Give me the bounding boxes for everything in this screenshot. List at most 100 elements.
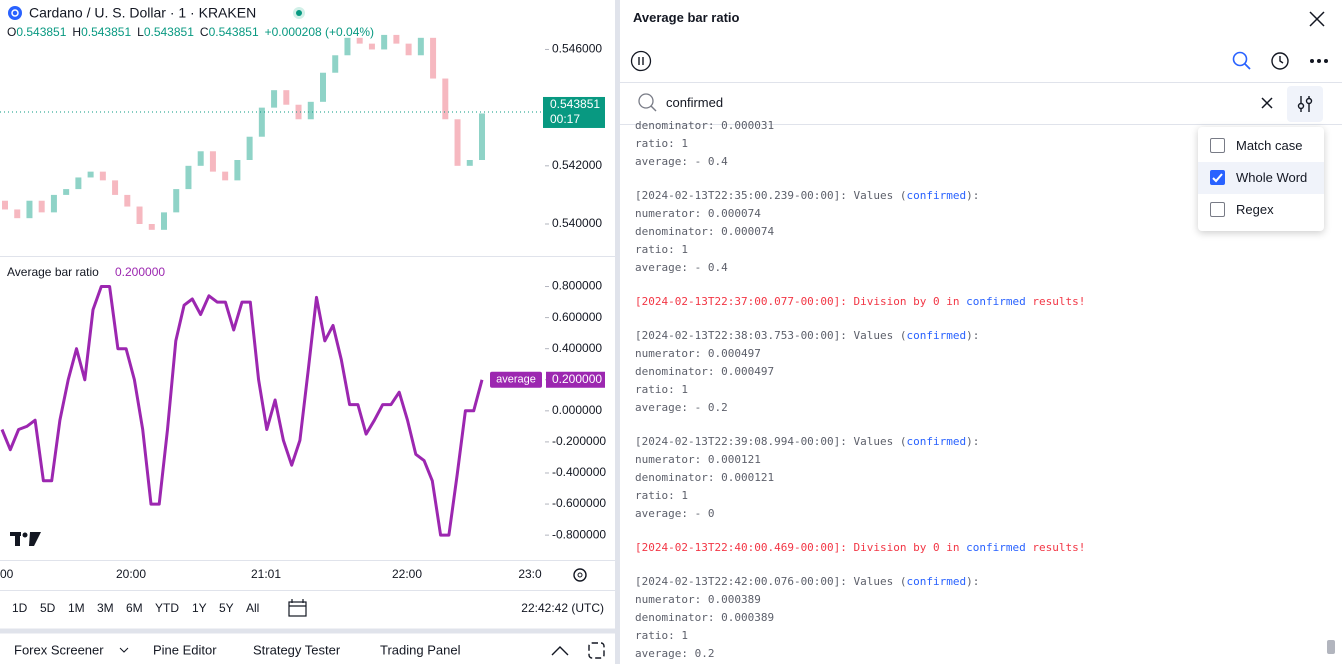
settings-icon[interactable] bbox=[573, 568, 587, 582]
search-option[interactable]: Match case bbox=[1198, 130, 1324, 162]
y-tick-label: 0.546000 bbox=[552, 42, 602, 56]
log-text: ): bbox=[966, 575, 980, 588]
x-tick-label: 00 bbox=[0, 567, 14, 581]
collapse-icon[interactable] bbox=[551, 646, 569, 656]
log-line: ratio: 1 bbox=[635, 241, 1325, 259]
bottom-tab[interactable]: Strategy Tester bbox=[253, 642, 341, 657]
range-button[interactable]: YTD bbox=[155, 601, 179, 615]
tab-chevron[interactable] bbox=[119, 647, 129, 653]
range-button[interactable]: 5Y bbox=[219, 601, 234, 615]
last-price-tag bbox=[543, 96, 605, 128]
candle-body bbox=[136, 206, 143, 224]
ohlc-label: H bbox=[72, 25, 81, 39]
history-button[interactable] bbox=[1270, 51, 1290, 71]
log-text: average: - 0.4 bbox=[635, 261, 728, 274]
symbol-title[interactable]: Cardano / U. S. Dollar · 1 · KRAKEN bbox=[29, 5, 256, 21]
y-tick-label: 0.600000 bbox=[552, 310, 602, 324]
log-text: ratio: 1 bbox=[635, 383, 688, 396]
ohlc-label: O bbox=[7, 25, 16, 39]
range-button[interactable]: 1M bbox=[68, 601, 85, 615]
symbol-logo bbox=[8, 6, 22, 20]
search-match: confirmed bbox=[906, 189, 967, 202]
ohlc-line: O0.543851 H0.543851 L0.543851 C0.543851 +0.0… bbox=[7, 25, 374, 39]
log-line: denominator: 0.000497 bbox=[635, 363, 1325, 381]
log-text: denominator: 0.000497 bbox=[635, 365, 775, 378]
checkbox[interactable] bbox=[1210, 138, 1225, 153]
log-line: denominator: 0.000389 bbox=[635, 609, 1325, 627]
candle-body bbox=[222, 171, 229, 181]
log-text: [2024-02-13T22:37:00.077-00:00]: Divisio… bbox=[635, 295, 967, 308]
candle-body bbox=[258, 107, 265, 137]
log-entry: [2024-02-13T22:37:00.077-00:00]: Divisio… bbox=[635, 293, 1325, 311]
bottom-tab[interactable]: Pine Editor bbox=[153, 642, 217, 657]
search-input[interactable]: confirmed bbox=[666, 95, 724, 110]
search-match: confirmed bbox=[906, 329, 967, 342]
scrollbar[interactable] bbox=[1327, 640, 1335, 654]
candle-body bbox=[307, 101, 314, 120]
search-option[interactable]: Whole Word bbox=[1198, 162, 1324, 194]
candle-body bbox=[393, 34, 400, 44]
panel-title: Average bar ratio bbox=[633, 10, 740, 25]
indicator-line bbox=[0, 285, 484, 537]
range-button[interactable]: All bbox=[246, 601, 259, 615]
last-value-tag bbox=[546, 371, 605, 388]
search-option[interactable]: Regex bbox=[1198, 194, 1324, 226]
range-button[interactable]: 5D bbox=[40, 601, 56, 615]
series-name-tag bbox=[490, 371, 542, 388]
option-label: Regex bbox=[1236, 202, 1274, 217]
bottom-tab[interactable]: Forex Screener bbox=[14, 642, 104, 657]
last-price-label: 0.543851 bbox=[550, 97, 600, 111]
log-line: numerator: 0.000074 bbox=[635, 205, 1325, 223]
series-name: average bbox=[496, 374, 536, 386]
maximize-icon[interactable] bbox=[588, 642, 605, 659]
ohlc-label: L bbox=[137, 25, 144, 39]
range-button[interactable]: 6M bbox=[126, 601, 143, 615]
range-button[interactable]: 1D bbox=[12, 601, 28, 615]
candle-body bbox=[417, 37, 424, 56]
range-button[interactable]: 1Y bbox=[192, 601, 207, 615]
candle-body bbox=[430, 37, 437, 79]
clear-search[interactable] bbox=[1261, 97, 1273, 109]
candle-body bbox=[161, 212, 167, 230]
candle-body bbox=[99, 171, 106, 181]
log-text: ratio: 1 bbox=[635, 629, 688, 642]
log-text: [2024-02-13T22:38:03.753-00:00]: Values … bbox=[635, 329, 907, 342]
y-tick-label: 0.800000 bbox=[552, 279, 602, 293]
date-range-icon[interactable] bbox=[288, 599, 307, 617]
candle-body bbox=[271, 90, 278, 108]
log-text: results! bbox=[1025, 541, 1086, 554]
pause-button[interactable] bbox=[630, 50, 652, 72]
more-button[interactable] bbox=[1309, 56, 1329, 66]
log-text: numerator: 0.000074 bbox=[635, 207, 761, 220]
checkbox[interactable] bbox=[1210, 202, 1225, 217]
indicator-value: 0.200000 bbox=[115, 265, 165, 279]
log-line: average: - 0.2 bbox=[635, 399, 1325, 417]
candle-body bbox=[405, 43, 412, 56]
bottom-tab[interactable]: Trading Panel bbox=[380, 642, 461, 657]
ohlc-value: 0.543851 bbox=[16, 25, 66, 39]
candle-body bbox=[75, 177, 82, 190]
candle-body bbox=[479, 113, 485, 160]
log-line: ratio: 1 bbox=[635, 627, 1325, 645]
close-button[interactable] bbox=[1308, 10, 1326, 28]
range-button[interactable]: 3M bbox=[97, 601, 114, 615]
checkbox[interactable] bbox=[1210, 170, 1225, 185]
tv-logo bbox=[10, 532, 41, 546]
y-tick-label: 0.000000 bbox=[552, 403, 602, 417]
candle-body bbox=[442, 78, 449, 120]
log-entry: [2024-02-13T22:42:00.076-00:00]: Values … bbox=[635, 573, 1325, 663]
candle-body bbox=[381, 34, 388, 50]
search-match: confirmed bbox=[966, 295, 1026, 308]
log-list: denominator: 0.000031 ratio: 1 average: - … bbox=[635, 117, 1325, 664]
y-tick-label: -0.800000 bbox=[552, 527, 606, 541]
filter-button[interactable] bbox=[1287, 86, 1323, 122]
search-icon bbox=[638, 93, 657, 112]
panel-divider[interactable] bbox=[615, 0, 620, 664]
log-text: numerator: 0.000497 bbox=[635, 347, 761, 360]
clock: 22:42:42 (UTC) bbox=[521, 601, 604, 615]
ohlc-value: 0.543851 bbox=[81, 25, 131, 39]
ohlc-value: 0.543851 bbox=[144, 25, 194, 39]
y-tick-label: 0.400000 bbox=[552, 341, 602, 355]
search-button[interactable] bbox=[1232, 51, 1252, 71]
y-tick-label: 0.540000 bbox=[552, 216, 602, 230]
